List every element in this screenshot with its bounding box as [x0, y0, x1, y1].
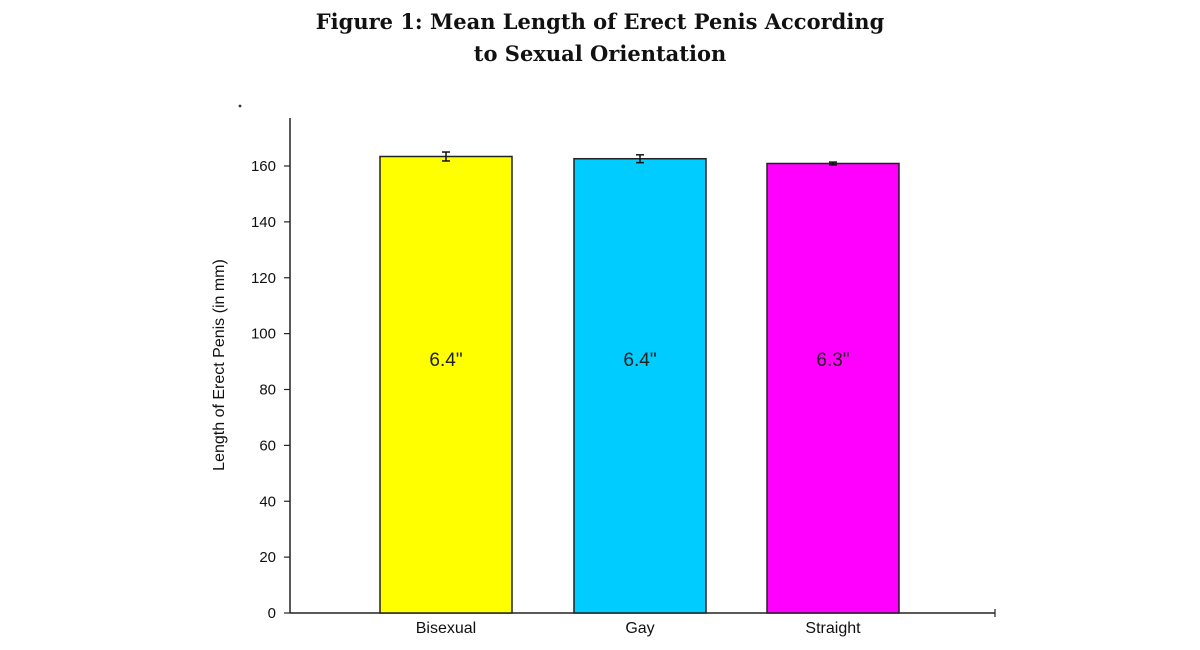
x-category-label: Straight: [805, 620, 861, 637]
y-tick-label: 80: [259, 382, 276, 399]
y-tick-label: 0: [268, 605, 276, 622]
chart-title-line-1: Figure 1: Mean Length of Erect Penis Acc…: [315, 9, 885, 34]
bar-data-label: 6.4": [623, 350, 656, 371]
y-tick-label: 40: [259, 493, 276, 510]
y-tick-label: 140: [251, 214, 276, 231]
bar-bisexual: [379, 155, 513, 614]
axis-corner-mark: [238, 104, 242, 108]
y-tick-label: 160: [251, 158, 276, 175]
y-tick-label: 20: [259, 549, 276, 566]
chart-title: Figure 1: Mean Length of Erect Penis Acc…: [0, 6, 1200, 70]
chart-title-line-2: to Sexual Orientation: [473, 41, 727, 66]
y-tick-label: 120: [251, 270, 276, 287]
x-category-label: Bisexual: [416, 620, 476, 637]
bar-gay: [573, 157, 707, 614]
bar-data-label: 6.4": [429, 350, 462, 371]
x-category-label: Gay: [625, 620, 654, 637]
bar-straight: [766, 162, 900, 614]
y-tick-label: 100: [251, 326, 276, 343]
y-axis-label: Length of Erect Penis (in mm): [211, 259, 228, 471]
y-tick-label: 60: [259, 437, 276, 454]
bar-data-label: 6.3": [816, 350, 849, 371]
